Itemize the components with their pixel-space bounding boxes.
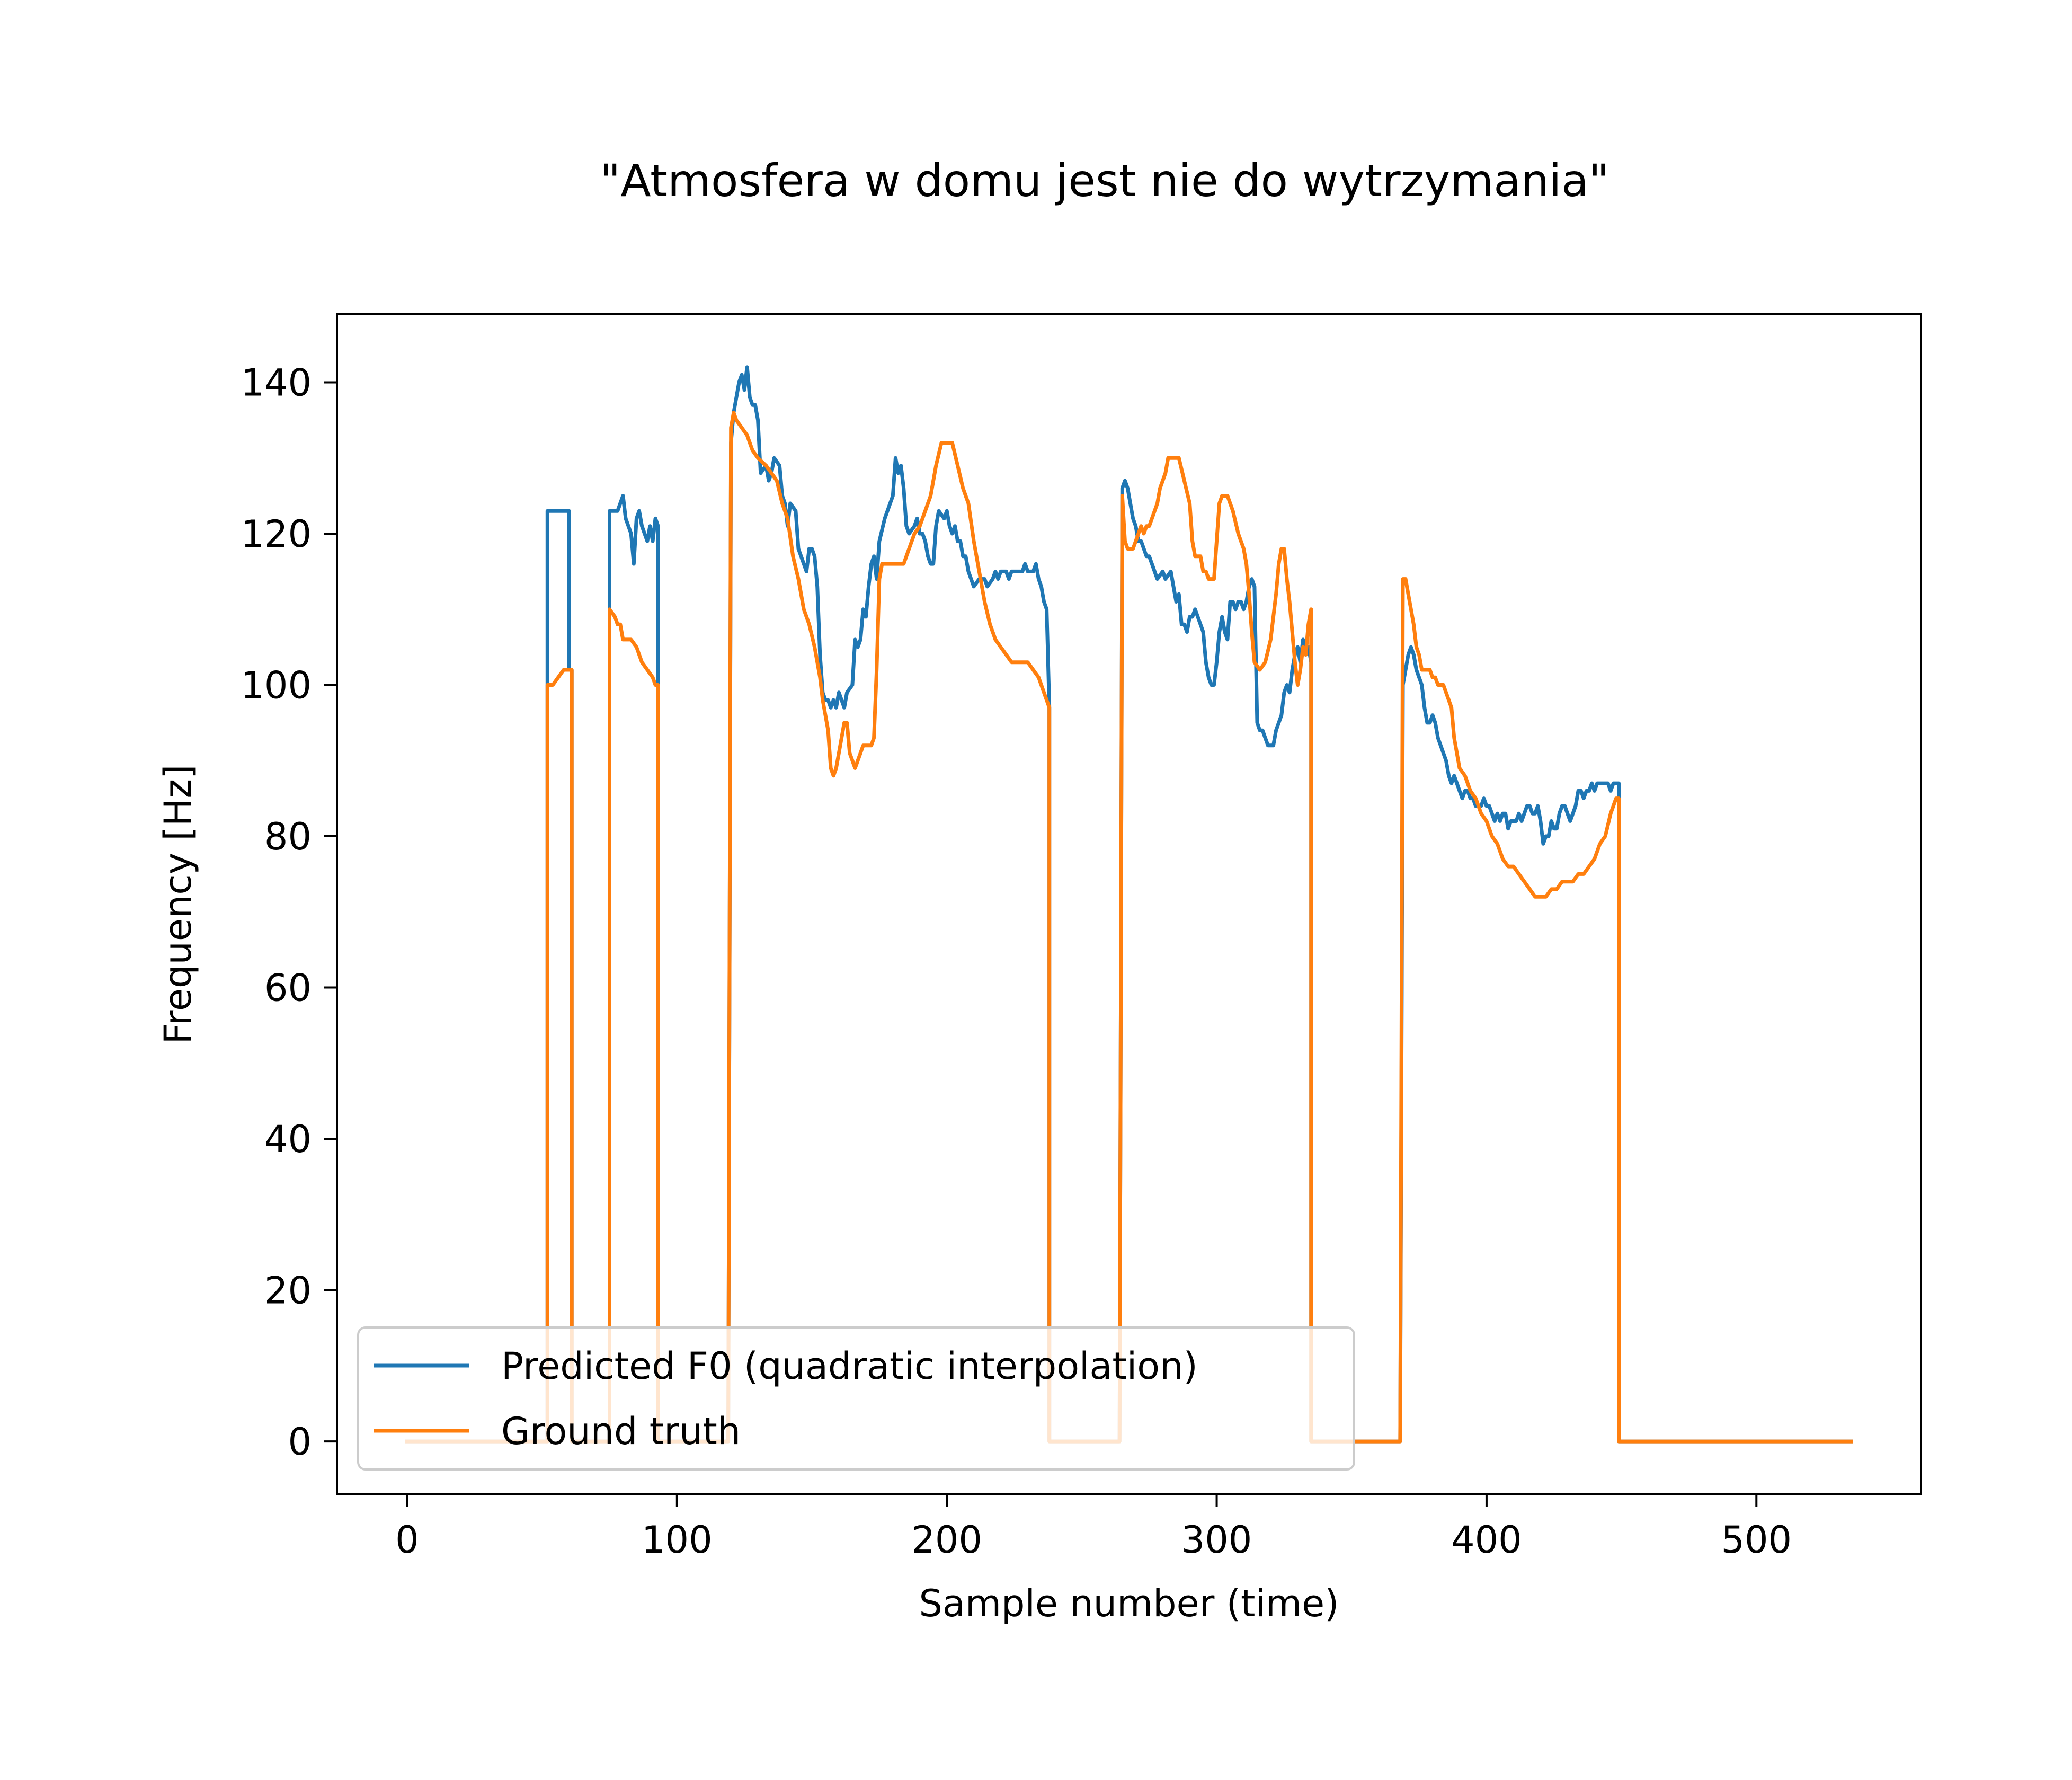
series-line-predicted-f0 bbox=[405, 365, 1853, 1444]
chart-title: "Atmosfera w domu jest nie do wytrzymani… bbox=[600, 155, 1609, 207]
x-tick-label: 200 bbox=[911, 1518, 982, 1562]
x-tick-label: 400 bbox=[1451, 1518, 1522, 1562]
y-tick-label: 20 bbox=[264, 1269, 312, 1313]
legend-label: Predicted F0 (quadratic interpolation) bbox=[501, 1344, 1198, 1388]
x-tick-label: 300 bbox=[1181, 1518, 1252, 1562]
legend-label: Ground truth bbox=[501, 1410, 741, 1453]
x-tick-label: 100 bbox=[642, 1518, 713, 1562]
series-line-ground-truth bbox=[405, 411, 1853, 1444]
y-tick-label: 140 bbox=[241, 361, 312, 404]
y-tick-label: 40 bbox=[264, 1118, 312, 1161]
y-tick-label: 120 bbox=[241, 512, 312, 556]
legend-box bbox=[357, 1326, 1355, 1471]
plot-border bbox=[336, 313, 1922, 1495]
y-tick-label: 60 bbox=[264, 967, 312, 1010]
y-axis: 0 20 40 60 80 100 120 140 bbox=[241, 361, 337, 1464]
plot-area bbox=[336, 313, 1922, 1495]
x-axis: 0 100 200 300 400 500 bbox=[395, 1494, 1792, 1562]
y-axis-label: Frequency [Hz] bbox=[156, 765, 200, 1044]
plot-frame bbox=[337, 314, 1921, 1494]
x-tick-label: 500 bbox=[1721, 1518, 1792, 1562]
x-axis-label: Sample number (time) bbox=[919, 1582, 1339, 1625]
x-tick-label: 0 bbox=[395, 1518, 419, 1562]
series-layer bbox=[405, 365, 1853, 1444]
y-tick-label: 100 bbox=[241, 664, 312, 707]
y-tick-label: 80 bbox=[264, 815, 312, 858]
legend: Predicted F0 (quadratic interpolation) Gr… bbox=[357, 1326, 1355, 1471]
y-tick-label: 0 bbox=[288, 1420, 312, 1464]
